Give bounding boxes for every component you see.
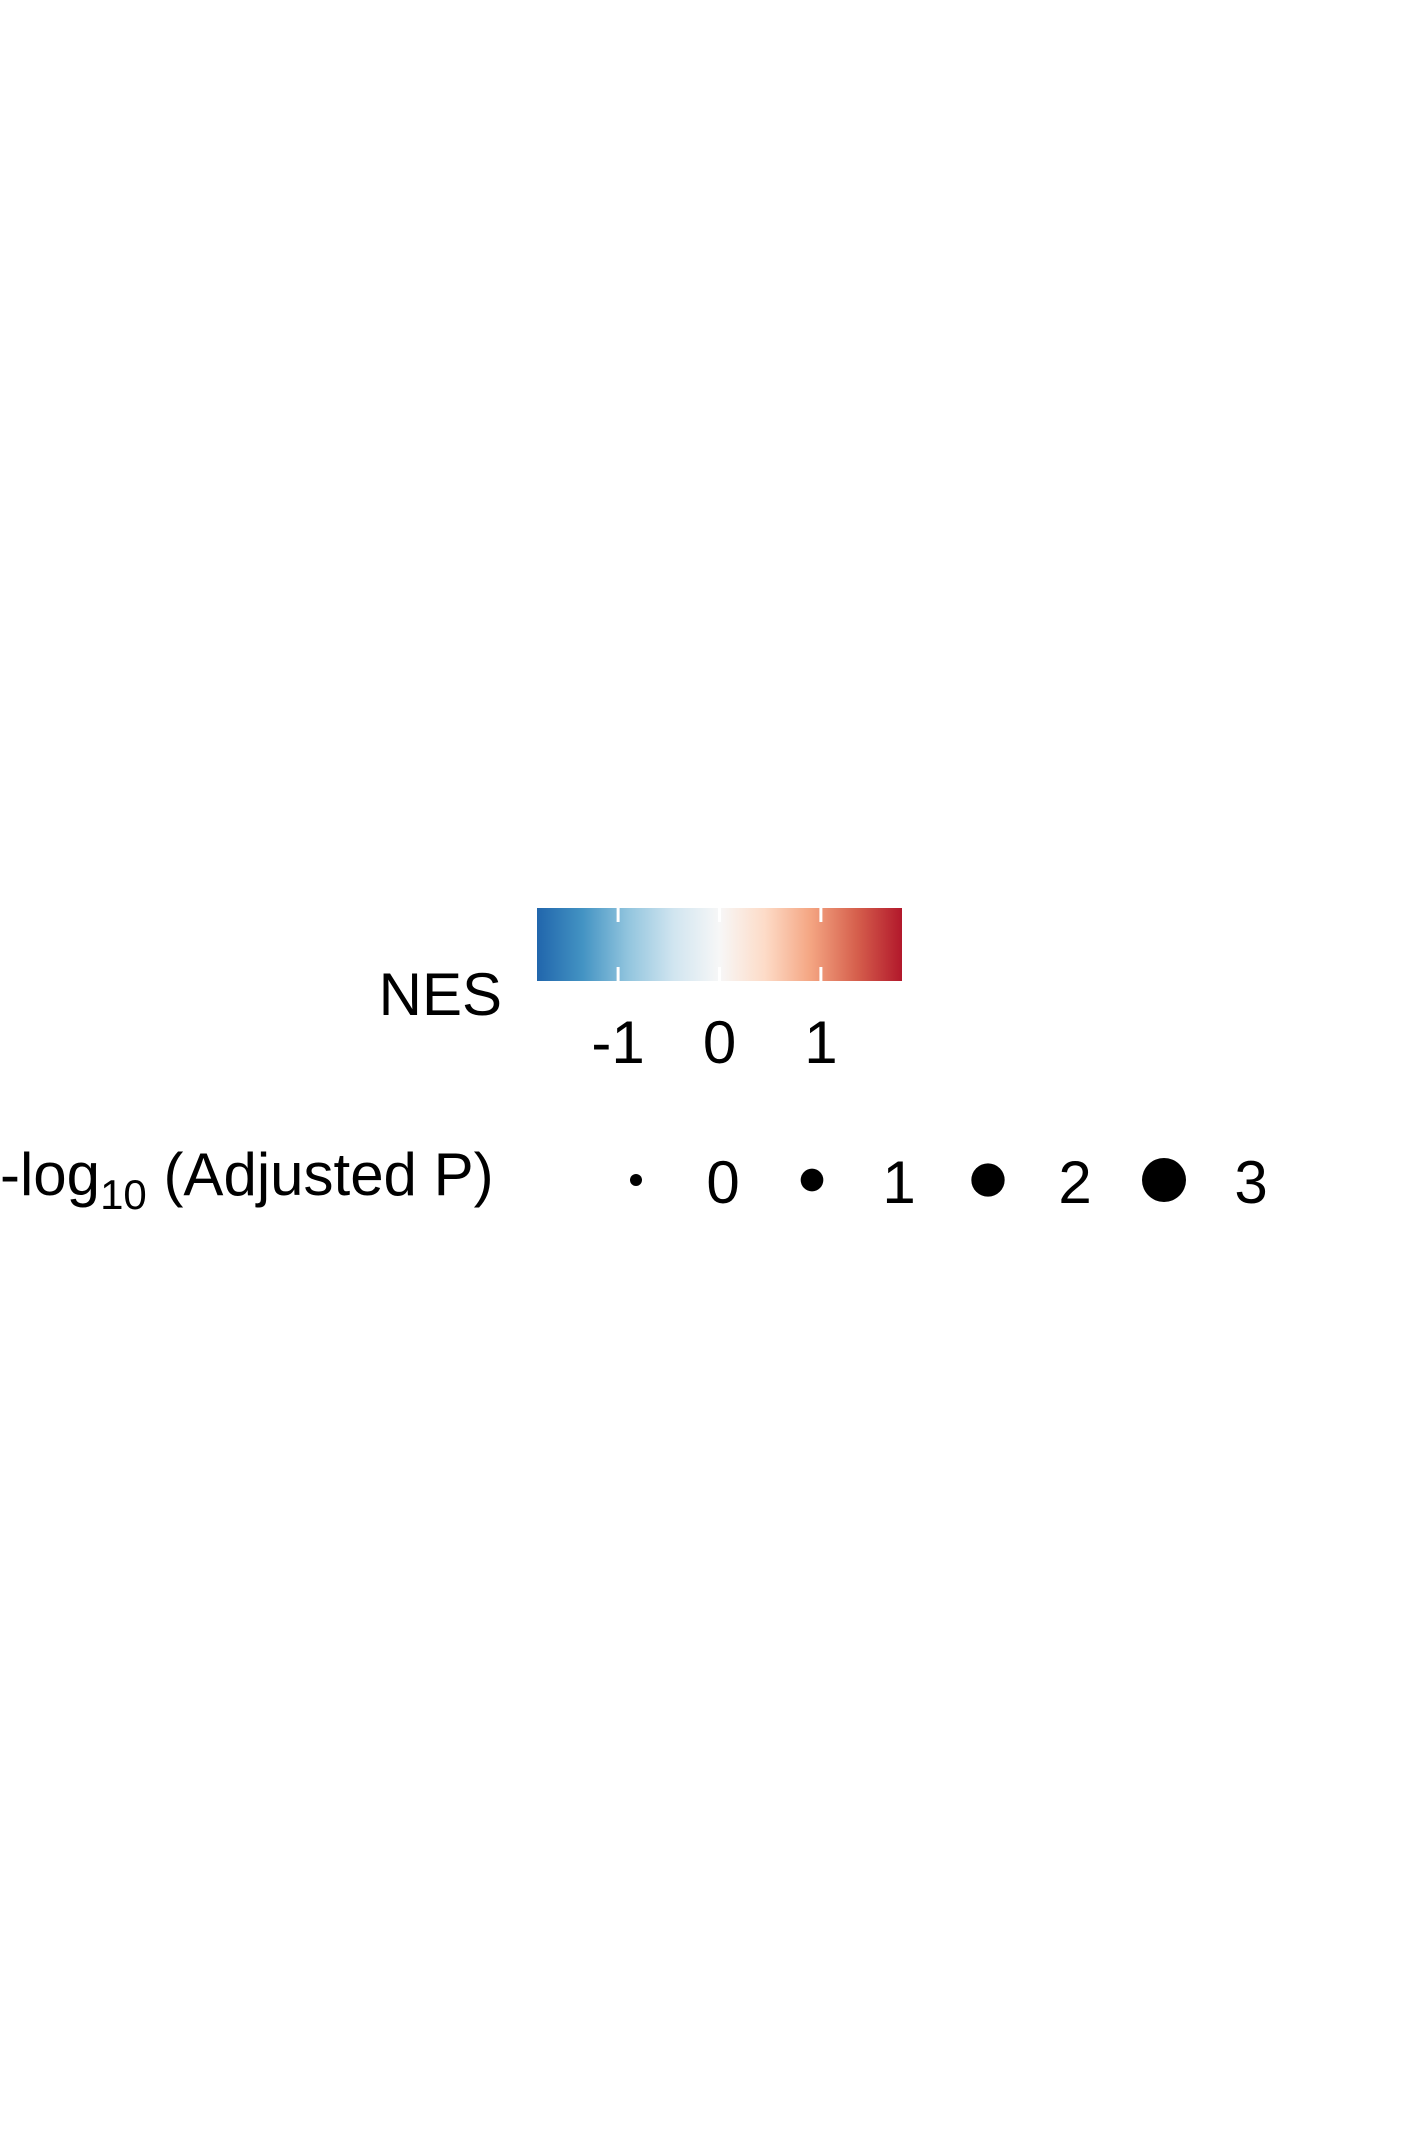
size-legend-marker [630,1174,642,1186]
size-legend-label: 3 [1234,1149,1267,1216]
size-legend-marker [1142,1158,1186,1202]
size-legend-label: 0 [706,1149,739,1216]
nes-tick-label: -1 [591,1009,644,1076]
size-legend-marker [800,1168,824,1192]
size-legend-title-subscript: 10 [100,1171,147,1218]
nes-tick-label: 0 [703,1009,736,1076]
size-legend-marker [971,1163,1005,1197]
size-legend-title-prefix: -log [0,1141,100,1208]
size-legend-markers: 0 1 2 3 [630,1149,1268,1216]
nes-colorbar-tick-labels: -1 0 1 [591,1009,837,1076]
size-legend-title-suffix: (Adjusted P) [147,1141,494,1208]
size-legend: -log10 (Adjusted P) 0 1 2 3 [0,1141,1268,1218]
nes-legend-title: NES [379,961,502,1028]
nes-colorbar-ticks [616,908,823,981]
size-legend-title: -log10 (Adjusted P) [0,1141,494,1218]
nes-color-legend: NES -1 0 1 [379,908,902,1076]
nes-tick-label: 1 [804,1009,837,1076]
size-legend-label: 1 [882,1149,915,1216]
size-legend-label: 2 [1058,1149,1091,1216]
